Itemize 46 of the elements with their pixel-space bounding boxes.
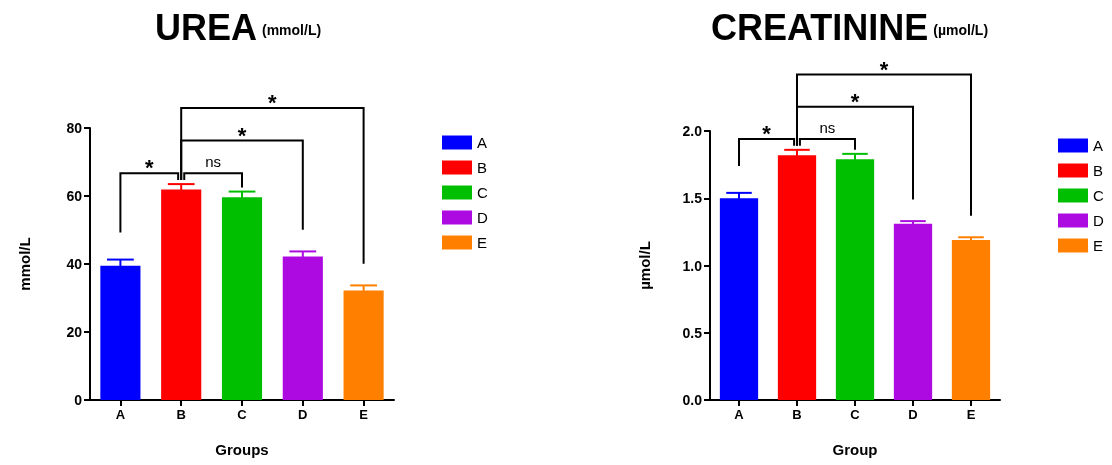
annotation: * bbox=[762, 121, 772, 147]
y-axis-title: µmol/L bbox=[636, 241, 653, 290]
annotation: ns bbox=[205, 153, 222, 171]
x-axis-title: Group bbox=[832, 441, 878, 458]
x-tick-label: D bbox=[298, 407, 308, 422]
y-tick-label: 2.0 bbox=[682, 123, 703, 139]
legend-label: D bbox=[1093, 212, 1104, 229]
text: * bbox=[850, 88, 860, 114]
x-axis-title: Groups bbox=[215, 441, 269, 458]
legend-label: D bbox=[477, 209, 488, 226]
legend-label: E bbox=[477, 234, 488, 251]
chart-title: CREATININE bbox=[711, 6, 929, 48]
annotation: ns bbox=[819, 119, 836, 137]
text: * bbox=[268, 89, 278, 115]
x-tick-label: B bbox=[792, 407, 802, 422]
x-tick-label: A bbox=[734, 407, 745, 422]
y-tick-label: 0.5 bbox=[682, 324, 703, 341]
y-axis-title: mmol/L bbox=[16, 237, 33, 291]
x-tick-label: E bbox=[966, 407, 976, 422]
annotation: * bbox=[145, 155, 154, 181]
legend-label: A bbox=[477, 134, 488, 151]
legend-label: E bbox=[1093, 237, 1104, 254]
x-tick-label: B bbox=[176, 407, 186, 422]
x-tick-label: C bbox=[850, 407, 861, 422]
chart-subtitle: (µmol/L) bbox=[933, 22, 989, 38]
annotation: * bbox=[237, 122, 247, 148]
legend-label: C bbox=[477, 184, 488, 201]
legend-label: A bbox=[1093, 137, 1104, 154]
y-tick-label: 60 bbox=[66, 188, 83, 204]
legend-label: B bbox=[1093, 162, 1104, 179]
text: * bbox=[879, 56, 889, 82]
y-tick-label: 80 bbox=[66, 120, 83, 136]
chart-subtitle: (mmol/L) bbox=[262, 22, 322, 38]
legend-label: B bbox=[477, 159, 488, 176]
legend-label: C bbox=[1093, 187, 1104, 204]
x-tick-label: D bbox=[908, 407, 918, 422]
y-tick-label: 20 bbox=[66, 324, 83, 340]
y-tick-label: 0 bbox=[74, 392, 83, 408]
x-tick-label: E bbox=[359, 407, 369, 422]
chart-title: UREA bbox=[155, 6, 258, 48]
y-tick-label: 0.0 bbox=[682, 392, 703, 408]
x-tick-label: C bbox=[237, 407, 248, 422]
y-tick-label: 1.5 bbox=[682, 190, 703, 207]
x-tick-label: A bbox=[115, 407, 126, 422]
y-tick-label: 1.0 bbox=[682, 257, 703, 274]
y-tick-label: 40 bbox=[66, 256, 83, 272]
